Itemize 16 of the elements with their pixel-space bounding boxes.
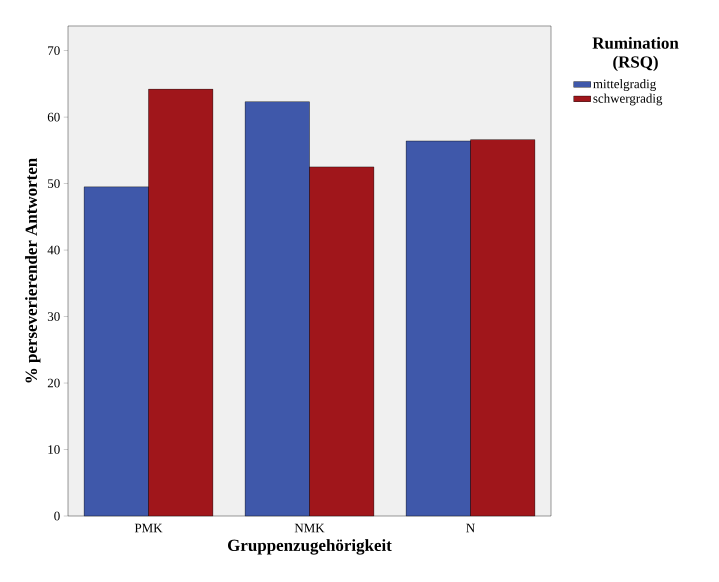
- legend-title: Rumination (RSQ): [592, 36, 679, 72]
- x-tick-label: N: [466, 524, 475, 532]
- legend-label: schwergradig: [593, 94, 662, 106]
- x-tick-label: PMK: [134, 524, 162, 532]
- x-tick-label: NMK: [294, 524, 324, 532]
- y-tick-label: 30: [48, 312, 60, 321]
- x-axis-title: Gruppenzugehörigkeit: [228, 539, 392, 555]
- y-axis-title: % perseverierender Antworten: [25, 158, 40, 382]
- y-tick-label: 20: [48, 378, 60, 388]
- y-tick-label: 40: [48, 246, 60, 254]
- y-tick-label: 50: [48, 179, 60, 188]
- y-tick-label: 70: [48, 46, 60, 55]
- y-tick-label: 10: [48, 445, 60, 454]
- y-tick-label: 60: [48, 112, 60, 122]
- y-tick-label: 0: [54, 512, 60, 520]
- legend-label: mittelgradig: [593, 79, 656, 91]
